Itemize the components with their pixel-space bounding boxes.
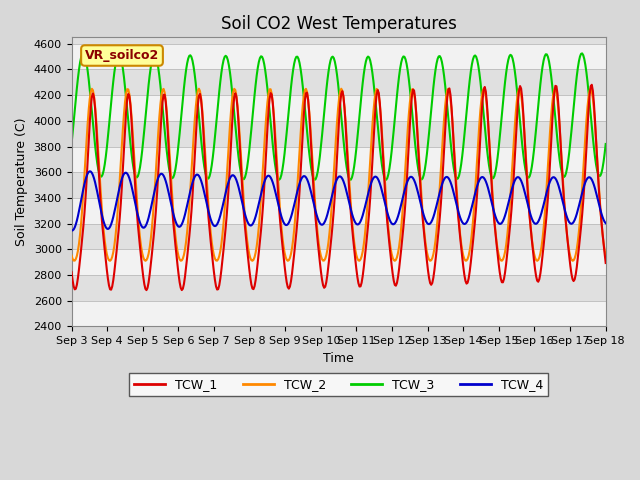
- TCW_3: [508, 53, 515, 59]
- TCW_4: [68, 228, 76, 233]
- Bar: [72, 95, 605, 121]
- TCW_1: [602, 260, 609, 266]
- TCW_2: [358, 253, 365, 259]
- TCW_2: [387, 245, 394, 251]
- Line: TCW_2: TCW_2: [72, 89, 605, 261]
- X-axis label: Time: Time: [323, 352, 354, 365]
- TCW_3: [79, 50, 87, 56]
- TCW_4: [388, 220, 396, 226]
- TCW_1: [591, 117, 599, 123]
- TCW_1: [143, 287, 150, 293]
- TCW_4: [359, 213, 367, 218]
- TCW_4: [508, 188, 515, 193]
- Bar: [72, 44, 605, 70]
- TCW_2: [195, 86, 203, 92]
- TCW_3: [359, 80, 367, 86]
- TCW_1: [588, 82, 596, 88]
- TCW_3: [602, 141, 609, 147]
- TCW_3: [591, 154, 599, 160]
- TCW_1: [507, 219, 515, 225]
- TCW_1: [358, 280, 365, 286]
- Line: TCW_1: TCW_1: [72, 85, 605, 290]
- TCW_2: [68, 252, 76, 258]
- Text: VR_soilco2: VR_soilco2: [85, 49, 159, 62]
- TCW_2: [326, 230, 333, 236]
- Y-axis label: Soil Temperature (C): Soil Temperature (C): [15, 118, 28, 246]
- Bar: [72, 198, 605, 224]
- TCW_4: [327, 199, 335, 204]
- TCW_3: [388, 149, 396, 155]
- TCW_4: [68, 228, 76, 233]
- Bar: [72, 249, 605, 275]
- Bar: [72, 300, 605, 326]
- TCW_3: [327, 58, 335, 63]
- TCW_2: [533, 258, 541, 264]
- TCW_4: [602, 220, 609, 226]
- TCW_4: [86, 168, 93, 174]
- Line: TCW_3: TCW_3: [72, 53, 605, 180]
- Legend: TCW_1, TCW_2, TCW_3, TCW_4: TCW_1, TCW_2, TCW_3, TCW_4: [129, 373, 548, 396]
- TCW_1: [68, 269, 76, 275]
- TCW_2: [602, 252, 609, 258]
- TCW_2: [507, 193, 515, 199]
- Title: Soil CO2 West Temperatures: Soil CO2 West Temperatures: [221, 15, 456, 33]
- TCW_1: [323, 279, 330, 285]
- TCW_2: [323, 252, 330, 258]
- TCW_4: [591, 186, 599, 192]
- TCW_1: [326, 253, 333, 259]
- Line: TCW_4: TCW_4: [72, 171, 605, 230]
- Bar: [72, 146, 605, 172]
- TCW_3: [324, 78, 332, 84]
- TCW_4: [324, 212, 332, 217]
- TCW_3: [310, 177, 318, 183]
- TCW_2: [591, 120, 599, 126]
- TCW_1: [387, 252, 394, 258]
- TCW_3: [68, 141, 76, 147]
